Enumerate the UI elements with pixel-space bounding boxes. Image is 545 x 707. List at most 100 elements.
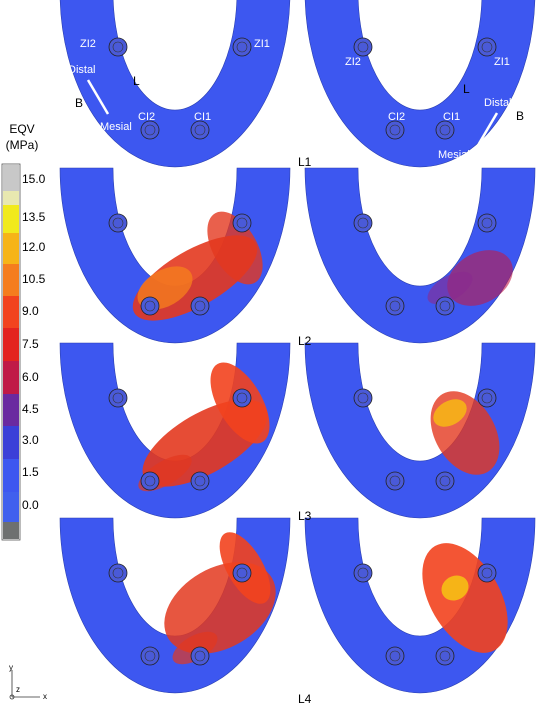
implant <box>385 646 405 666</box>
annotation-ci1: CI1 <box>443 111 460 123</box>
stress-region <box>172 631 218 665</box>
implant-core <box>112 567 124 579</box>
implant-core <box>194 475 206 487</box>
annotation-lingual: L <box>463 82 470 96</box>
implant-core <box>194 300 206 312</box>
stress-map <box>304 517 536 694</box>
colorbar-tick-label: 6.0 <box>22 370 39 384</box>
implant <box>477 37 497 57</box>
implant <box>353 388 373 408</box>
implant <box>385 471 405 491</box>
implant <box>353 213 373 233</box>
implant <box>435 120 455 140</box>
jaw-outline <box>59 342 291 519</box>
implant-core <box>112 41 124 53</box>
legend-unit: (MPa) <box>6 138 39 152</box>
implant <box>477 213 497 233</box>
implant <box>232 563 252 583</box>
jaw-outline <box>59 517 291 694</box>
implant-core <box>357 392 369 404</box>
implant-core <box>481 41 493 53</box>
annotation-buccal: B <box>516 109 524 123</box>
implant-core <box>112 392 124 404</box>
implant <box>190 120 210 140</box>
colorbar-tick-label: 15.0 <box>22 172 46 186</box>
implant-core <box>236 41 248 53</box>
implant <box>190 646 210 666</box>
annotation-distal: Distal <box>68 64 96 76</box>
implant <box>140 471 160 491</box>
implant <box>140 120 160 140</box>
implant <box>435 296 455 316</box>
implant-core <box>194 124 206 136</box>
panel-label: L2 <box>298 334 312 348</box>
implant-core <box>481 392 493 404</box>
implant <box>385 120 405 140</box>
implant-core <box>236 567 248 579</box>
stress-map <box>59 342 291 519</box>
implant-core <box>389 300 401 312</box>
axis-y: y <box>9 663 13 672</box>
panel-label: L1 <box>298 155 312 169</box>
implant <box>435 471 455 491</box>
annotation-buccal: B <box>75 96 83 110</box>
axis-x: x <box>43 692 47 701</box>
annotation-mesial: Mesial <box>100 121 132 133</box>
implant <box>190 471 210 491</box>
implant-core <box>357 217 369 229</box>
implant <box>190 296 210 316</box>
implant-core <box>389 475 401 487</box>
colorbar-tick-label: 4.5 <box>22 402 39 416</box>
implant <box>232 213 252 233</box>
implant <box>385 296 405 316</box>
implant <box>108 37 128 57</box>
implant <box>108 563 128 583</box>
colorbar-tick-label: 3.0 <box>22 433 39 447</box>
implant-core <box>389 650 401 662</box>
implant-core <box>439 650 451 662</box>
implant-core <box>481 217 493 229</box>
stress-maps <box>59 0 536 694</box>
implant-core <box>144 300 156 312</box>
stress-region <box>441 575 469 601</box>
annotation-zi2: ZI2 <box>345 56 361 68</box>
annotation-zi1: ZI1 <box>494 56 510 68</box>
implant <box>353 37 373 57</box>
implant-core <box>439 124 451 136</box>
stress-map <box>59 517 291 694</box>
implant-core <box>236 217 248 229</box>
implant <box>140 296 160 316</box>
implant-core <box>236 392 248 404</box>
annotation-lingual: L <box>133 74 140 88</box>
jaw-outline <box>59 167 291 344</box>
implant <box>232 37 252 57</box>
colorbar-tick-label: 13.5 <box>22 210 46 224</box>
stress-map <box>304 167 536 344</box>
implant-core <box>144 650 156 662</box>
axis-z: z <box>16 685 20 694</box>
implant-core <box>112 217 124 229</box>
implant <box>477 388 497 408</box>
annotation-ci2: CI2 <box>138 111 155 123</box>
stress-region <box>427 271 473 305</box>
colorbar-tick-label: 0.0 <box>22 498 39 512</box>
jaw-outline <box>59 0 291 168</box>
annotation-zi1: ZI1 <box>254 38 270 50</box>
implant-core <box>194 650 206 662</box>
jaw-outline <box>304 0 536 168</box>
implant <box>477 563 497 583</box>
stress-region <box>207 211 263 285</box>
legend-title: EQV <box>9 122 34 136</box>
implant <box>108 213 128 233</box>
implant-core <box>144 475 156 487</box>
stress-map <box>304 342 536 519</box>
panel-label: L3 <box>298 509 312 523</box>
stress-region <box>433 399 467 427</box>
implant-core <box>439 475 451 487</box>
direction-arrow <box>475 112 499 148</box>
annotation-ci2: CI2 <box>388 111 405 123</box>
stress-map <box>304 0 536 168</box>
implant-core <box>439 300 451 312</box>
stress-map <box>59 167 291 344</box>
